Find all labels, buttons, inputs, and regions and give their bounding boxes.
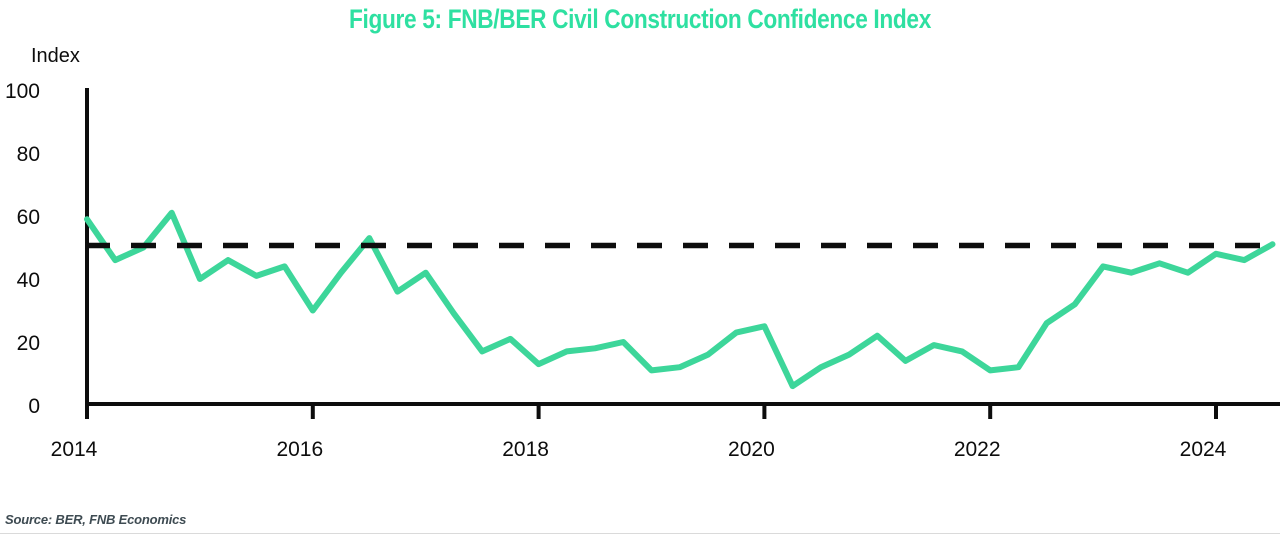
- y-tick-label: 100: [5, 80, 40, 103]
- source-note: Source: BER, FNB Economics: [5, 512, 187, 527]
- y-tick-label: 0: [28, 395, 40, 418]
- confidence-index-series-line: [84, 209, 1276, 390]
- y-axis-title: Index: [31, 45, 80, 67]
- x-tick-label: 2022: [954, 438, 1001, 461]
- chart-title: Figure 5: FNB/BER Civil Construction Con…: [348, 4, 931, 34]
- y-tick-label: 60: [17, 206, 40, 229]
- x-tick-label: 2016: [276, 438, 323, 461]
- y-tick-label: 20: [17, 332, 40, 355]
- x-tick-label: 2024: [1180, 438, 1227, 461]
- x-tick-label: 2020: [728, 438, 775, 461]
- x-tick-label: 2014: [51, 438, 98, 461]
- y-tick-label: 80: [17, 143, 40, 166]
- bottom-divider: [0, 533, 1280, 534]
- y-tick-label: 40: [17, 269, 40, 292]
- x-tick-label: 2018: [502, 438, 549, 461]
